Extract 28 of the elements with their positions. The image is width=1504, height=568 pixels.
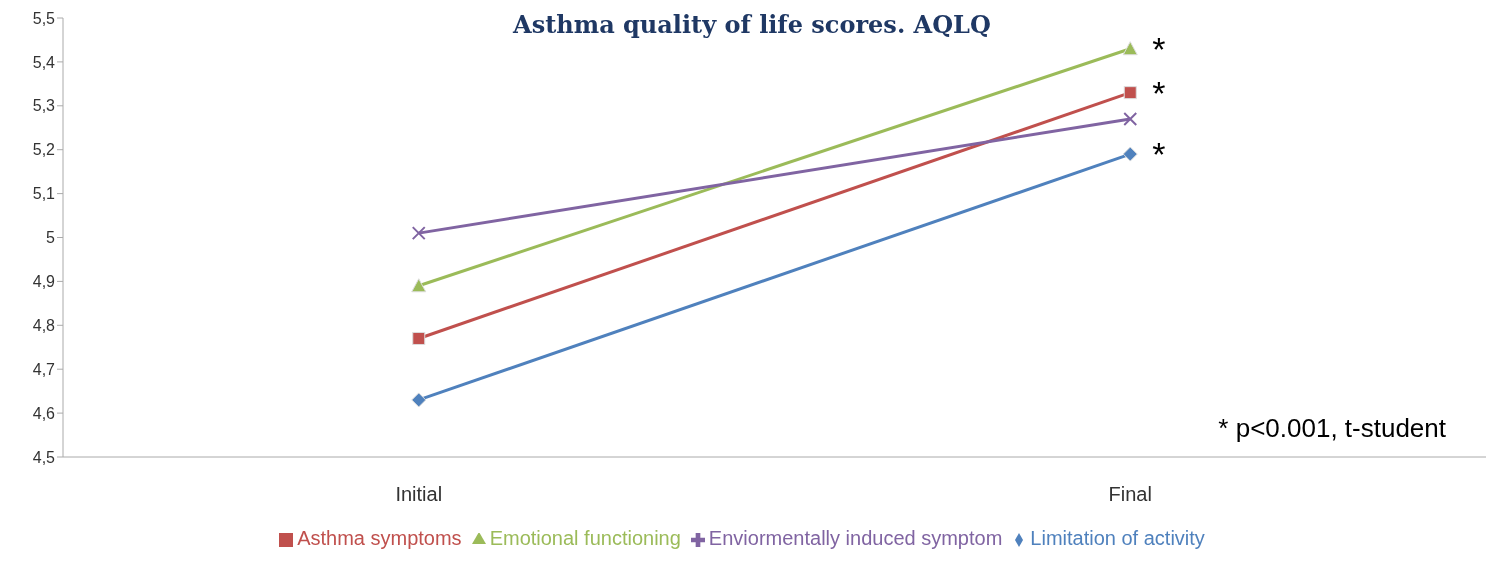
legend-label: Asthma symptoms [297, 527, 462, 549]
y-tick-label: 5,4 [32, 53, 56, 71]
legend-label: Enviormentally induced symptom [708, 527, 1003, 549]
annotation: * p<0.001, t-student [1218, 413, 1446, 444]
point [1123, 86, 1137, 100]
y-tick-label: 5,2 [32, 141, 56, 159]
legend-label: Emotional functioning [489, 527, 681, 549]
y-tick-label: 5,3 [32, 97, 56, 115]
legend-label: Limitation of activity [1030, 527, 1205, 549]
y-tick-label: 5 [46, 229, 56, 247]
y-tick-label: 4,7 [32, 360, 56, 378]
y-tick-label: 4,5 [32, 448, 56, 466]
y-tick-label: 4,8 [32, 316, 56, 334]
y-tick-label: 4,9 [32, 273, 56, 291]
y-tick-label: 4,6 [32, 404, 56, 422]
point [411, 226, 426, 241]
annotation: * [1152, 135, 1166, 174]
y-tick-label: 5,5 [32, 9, 56, 27]
y-tick-label: 5,1 [32, 185, 56, 203]
point [1123, 111, 1138, 126]
annotation: * [1152, 73, 1166, 112]
point [411, 392, 427, 408]
x-tick-label: Final [1108, 483, 1152, 506]
x-tick-label: Initial [395, 483, 443, 506]
chart-title: Asthma quality of life scores. AQLQ [513, 10, 991, 39]
annotation: * [1152, 29, 1166, 68]
point [1122, 146, 1138, 162]
point [412, 331, 426, 345]
